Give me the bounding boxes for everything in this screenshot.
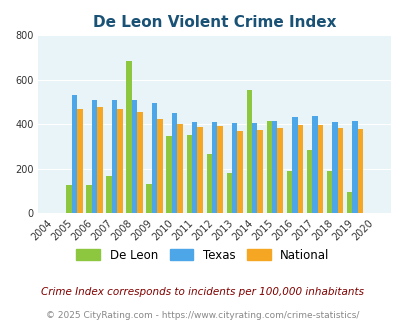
Bar <box>157 118 162 213</box>
Bar <box>246 90 252 213</box>
Bar <box>137 112 142 213</box>
Legend: De Leon, Texas, National: De Leon, Texas, National <box>72 244 333 266</box>
Bar <box>277 128 282 213</box>
Bar <box>231 123 237 213</box>
Bar <box>271 121 277 213</box>
Bar <box>92 100 97 213</box>
Bar <box>192 122 197 213</box>
Bar <box>166 136 171 213</box>
Bar <box>317 125 322 213</box>
Bar <box>326 171 331 213</box>
Bar <box>352 121 357 213</box>
Bar <box>132 100 137 213</box>
Bar <box>86 184 92 213</box>
Bar <box>206 154 211 213</box>
Bar <box>286 171 292 213</box>
Bar <box>297 125 302 213</box>
Bar <box>357 129 362 213</box>
Text: © 2025 CityRating.com - https://www.cityrating.com/crime-statistics/: © 2025 CityRating.com - https://www.city… <box>46 311 359 320</box>
Bar <box>126 61 132 213</box>
Bar <box>111 100 117 213</box>
Bar <box>252 123 257 213</box>
Text: Crime Index corresponds to incidents per 100,000 inhabitants: Crime Index corresponds to incidents per… <box>41 287 364 297</box>
Bar <box>217 126 222 213</box>
Bar <box>151 103 157 213</box>
Bar <box>97 108 102 213</box>
Bar <box>306 150 311 213</box>
Bar <box>266 121 271 213</box>
Title: De Leon Violent Crime Index: De Leon Violent Crime Index <box>93 15 336 30</box>
Bar <box>346 192 352 213</box>
Bar <box>117 109 122 213</box>
Bar <box>237 131 242 213</box>
Bar <box>211 122 217 213</box>
Bar <box>106 176 111 213</box>
Bar <box>197 127 202 213</box>
Bar <box>292 117 297 213</box>
Bar <box>311 116 317 213</box>
Bar <box>72 95 77 213</box>
Bar <box>177 124 182 213</box>
Bar <box>226 173 231 213</box>
Bar <box>77 109 82 213</box>
Bar <box>66 184 72 213</box>
Bar <box>171 114 177 213</box>
Bar <box>337 128 342 213</box>
Bar <box>186 135 192 213</box>
Bar <box>331 122 337 213</box>
Bar <box>146 184 151 213</box>
Bar <box>257 130 262 213</box>
